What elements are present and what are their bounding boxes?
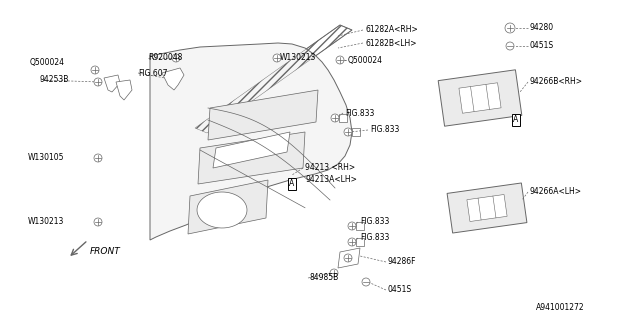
Polygon shape <box>348 238 356 246</box>
Polygon shape <box>162 68 184 90</box>
Text: FIG.833: FIG.833 <box>360 234 389 243</box>
Text: 94286F: 94286F <box>388 258 417 267</box>
Text: 94213A<LH>: 94213A<LH> <box>305 175 357 185</box>
Polygon shape <box>213 132 290 168</box>
Polygon shape <box>348 222 356 230</box>
Polygon shape <box>208 90 318 140</box>
Polygon shape <box>356 238 364 246</box>
Text: Q500024: Q500024 <box>348 55 383 65</box>
Text: 94280: 94280 <box>530 23 554 33</box>
Text: A: A <box>289 180 294 188</box>
Polygon shape <box>94 218 102 226</box>
Text: 94266A<LH>: 94266A<LH> <box>530 188 582 196</box>
Polygon shape <box>273 54 281 62</box>
Polygon shape <box>94 78 102 86</box>
Text: R920048: R920048 <box>148 53 182 62</box>
Polygon shape <box>188 180 268 234</box>
Polygon shape <box>150 43 352 240</box>
Polygon shape <box>336 56 344 64</box>
Polygon shape <box>352 128 360 136</box>
Polygon shape <box>339 114 347 122</box>
Polygon shape <box>505 23 515 33</box>
Text: W130105: W130105 <box>28 154 65 163</box>
Polygon shape <box>172 54 180 62</box>
Text: 94266B<RH>: 94266B<RH> <box>530 77 583 86</box>
Polygon shape <box>197 192 247 228</box>
Text: FIG.833: FIG.833 <box>345 108 374 117</box>
Polygon shape <box>467 195 507 221</box>
Text: FIG.833: FIG.833 <box>370 125 399 134</box>
Polygon shape <box>447 183 527 233</box>
Text: 94253B: 94253B <box>40 76 69 84</box>
Polygon shape <box>459 83 501 113</box>
Polygon shape <box>362 278 370 286</box>
Text: W130213: W130213 <box>28 218 65 227</box>
Polygon shape <box>116 80 132 100</box>
Text: FIG.607: FIG.607 <box>138 68 168 77</box>
Polygon shape <box>198 132 305 184</box>
Text: 0451S: 0451S <box>530 42 554 51</box>
Polygon shape <box>104 75 120 92</box>
Text: FIG.833: FIG.833 <box>360 218 389 227</box>
Text: 94213 <RH>: 94213 <RH> <box>305 164 355 172</box>
Polygon shape <box>506 42 514 50</box>
Text: W130213: W130213 <box>280 53 316 62</box>
Polygon shape <box>94 154 102 162</box>
Text: 0451S: 0451S <box>388 285 412 294</box>
Polygon shape <box>344 254 352 262</box>
Text: A941001272: A941001272 <box>536 303 584 313</box>
Polygon shape <box>438 70 522 126</box>
Text: Q500024: Q500024 <box>30 58 65 67</box>
Text: A: A <box>513 116 518 124</box>
Text: 61282B<LH>: 61282B<LH> <box>365 38 417 47</box>
Polygon shape <box>344 128 352 136</box>
Text: FRONT: FRONT <box>90 247 121 257</box>
Text: 84985B: 84985B <box>310 274 339 283</box>
Polygon shape <box>331 114 339 122</box>
Polygon shape <box>330 269 338 277</box>
Polygon shape <box>91 66 99 74</box>
Polygon shape <box>195 25 352 133</box>
Polygon shape <box>338 248 360 268</box>
Polygon shape <box>356 222 364 230</box>
Text: 61282A<RH>: 61282A<RH> <box>365 26 418 35</box>
